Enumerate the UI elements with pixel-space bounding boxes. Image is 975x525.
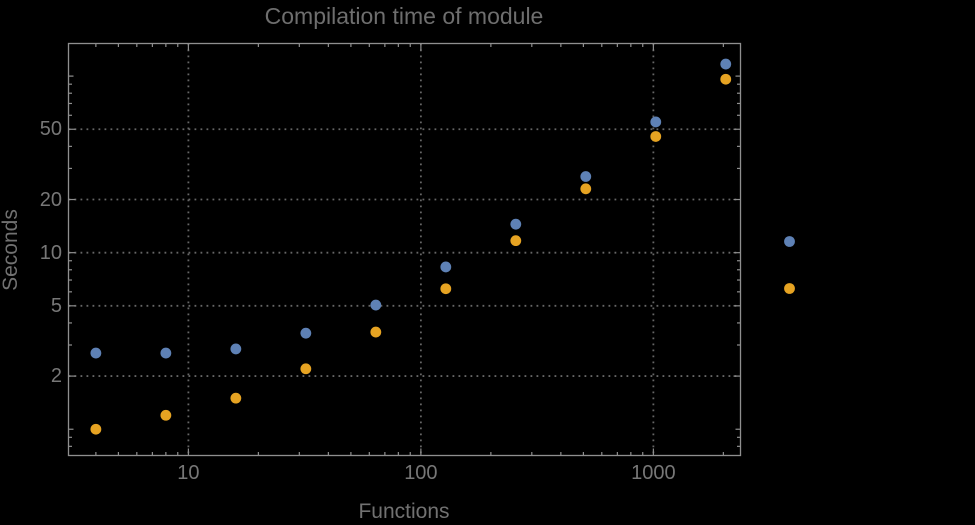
x-tick-label-1000: 1000	[631, 462, 676, 484]
y-tick-label-2: 2	[50, 365, 62, 388]
data-point-blue-x64	[370, 299, 382, 311]
data-point-orange-x4	[90, 423, 102, 435]
data-point-blue-x512	[580, 171, 592, 182]
legend-point-marker-0	[784, 236, 795, 247]
data-point-orange-x16	[230, 392, 242, 404]
x-tick-label-100: 100	[404, 462, 438, 484]
data-point-blue-x256	[510, 218, 522, 230]
plot-frame	[67, 42, 742, 457]
data-point-orange-x256	[510, 235, 522, 247]
data-point-orange-x64	[370, 326, 382, 338]
data-point-blue-x8	[160, 347, 172, 359]
data-point-blue-x4	[90, 347, 102, 359]
data-point-blue-x16	[230, 343, 242, 355]
y-tick-label-10: 10	[39, 241, 62, 264]
data-point-orange-x8	[160, 409, 172, 421]
data-point-blue-x2048	[720, 58, 732, 70]
data-point-blue-x32	[300, 327, 312, 339]
data-point-orange-x128	[440, 283, 452, 295]
data-point-orange-x1024	[650, 131, 662, 142]
data-point-blue-x1024	[650, 116, 662, 128]
y-tick-label-50: 50	[39, 118, 62, 141]
data-point-orange-x512	[580, 183, 592, 195]
data-point-blue-x128	[440, 261, 452, 273]
chart-title: Compilation time of module	[264, 3, 544, 29]
legend-point-marker-1	[784, 283, 795, 294]
y-tick-label-5: 5	[50, 294, 62, 317]
x-tick-label-10: 10	[177, 462, 200, 484]
data-point-orange-x2048	[720, 73, 732, 85]
data-point-orange-x32	[300, 363, 312, 375]
x-axis-label: Functions	[358, 500, 450, 523]
y-tick-label-20: 20	[39, 188, 62, 211]
